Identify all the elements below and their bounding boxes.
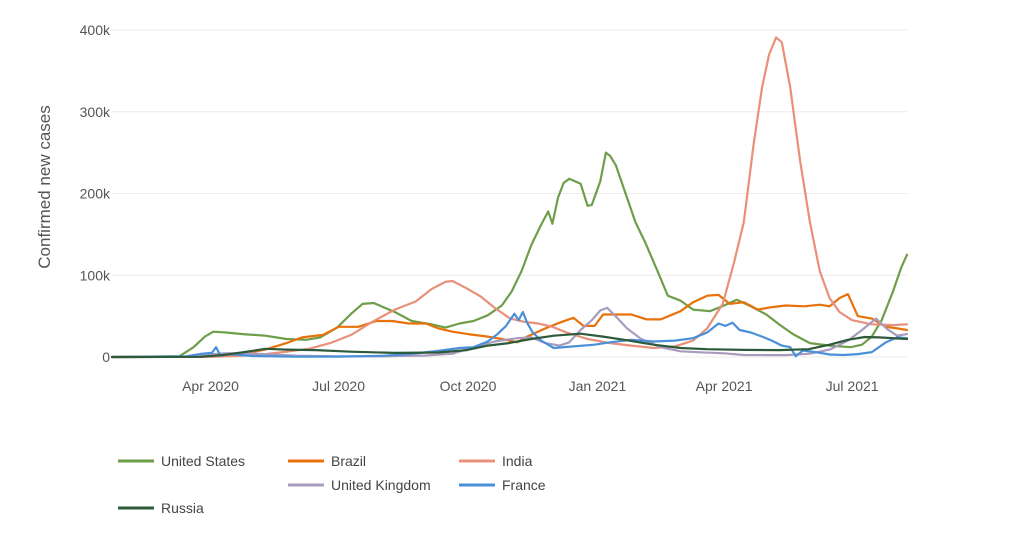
x-tick-label: Jul 2020 — [312, 378, 365, 394]
series-line-russia — [110, 332, 909, 359]
x-tick-label: Apr 2020 — [182, 378, 239, 394]
y-tick-label: 0 — [102, 349, 110, 365]
legend-label: India — [502, 453, 533, 469]
x-tick-label: Oct 2020 — [440, 378, 497, 394]
series-line-united-states — [110, 151, 909, 359]
x-axis-ticks: Apr 2020 Jul 2020 Oct 2020 Jan 2021 Apr 2021… — [182, 378, 879, 394]
y-axis-title: Confirmed new cases — [35, 105, 54, 268]
grid-lines — [112, 29, 907, 358]
series-line-brazil — [110, 293, 909, 359]
legend-item-united-kingdom[interactable]: United Kingdom — [288, 477, 431, 493]
legend-item-france[interactable]: France — [459, 477, 546, 493]
legend[interactable]: United States Brazil India United Kingdom Fr… — [118, 453, 546, 516]
legend-item-united-states[interactable]: United States — [118, 453, 245, 469]
legend-item-russia[interactable]: Russia — [118, 500, 204, 516]
x-tick-label: Apr 2021 — [696, 378, 753, 394]
legend-label: United States — [161, 453, 245, 469]
x-tick-label: Jul 2021 — [826, 378, 879, 394]
legend-item-brazil[interactable]: Brazil — [288, 453, 366, 469]
y-tick-label: 400k — [80, 22, 111, 38]
series-lines — [110, 36, 909, 359]
y-tick-label: 300k — [80, 104, 111, 120]
legend-label: United Kingdom — [331, 477, 431, 493]
y-tick-label: 200k — [80, 186, 111, 202]
y-axis-ticks: 0 100k 200k 300k 400k — [80, 22, 111, 365]
legend-label: Russia — [161, 500, 204, 516]
series-line-france — [110, 310, 909, 359]
y-tick-label: 100k — [80, 267, 111, 283]
series-line-india — [110, 36, 909, 359]
legend-label: Brazil — [331, 453, 366, 469]
legend-label: France — [502, 477, 546, 493]
x-tick-label: Jan 2021 — [569, 378, 627, 394]
legend-item-india[interactable]: India — [459, 453, 533, 469]
